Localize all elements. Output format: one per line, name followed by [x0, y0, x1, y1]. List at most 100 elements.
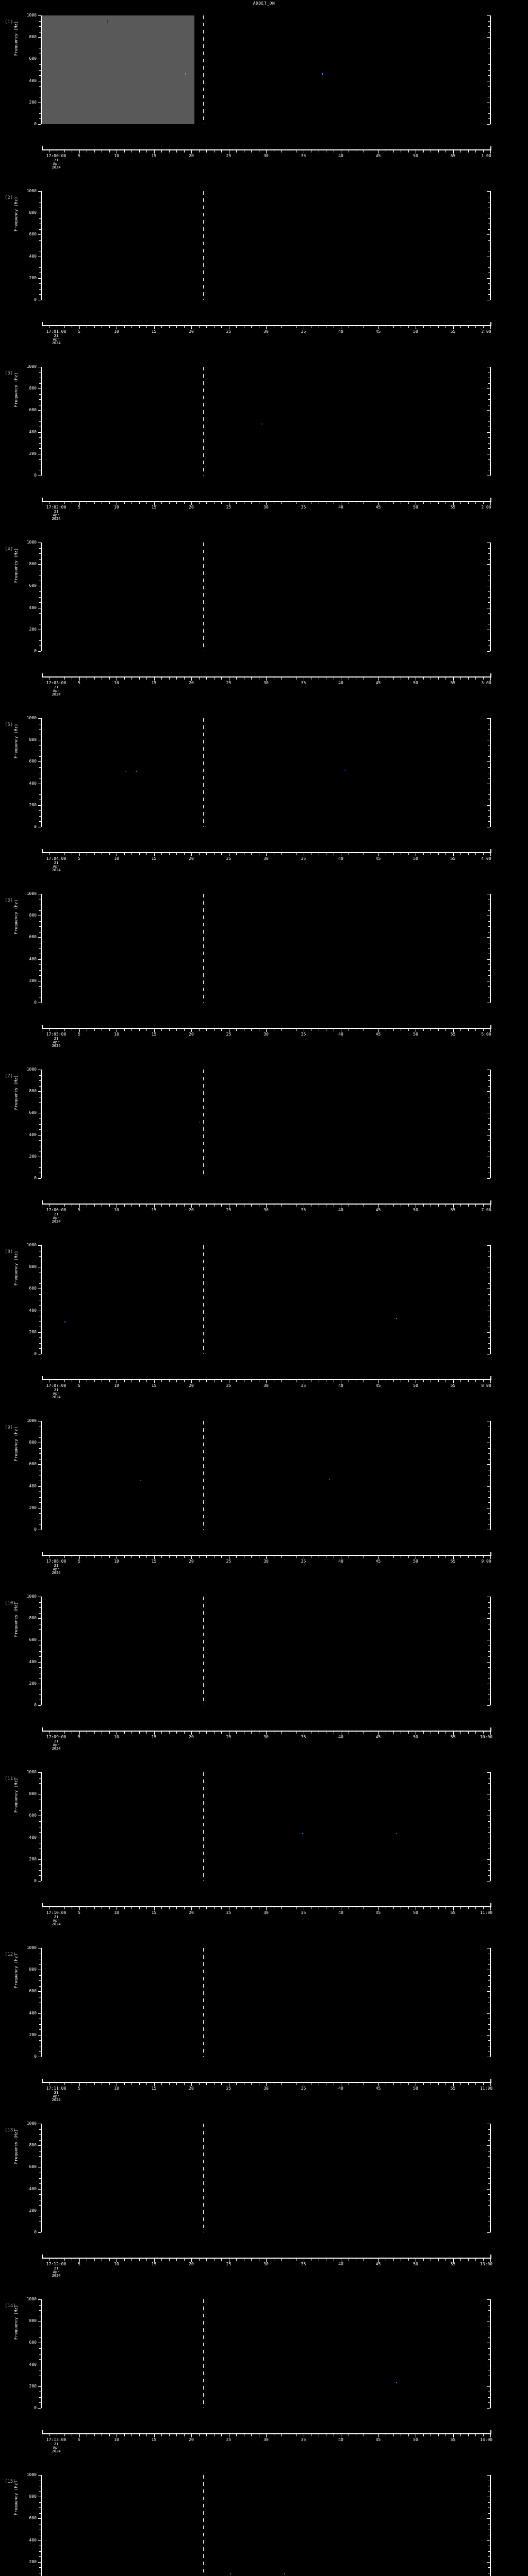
y-axis-tick: [39, 2194, 41, 2195]
y-axis-tick-right: [488, 1167, 490, 1168]
x-axis-tick: [64, 853, 65, 855]
x-axis-tick: [475, 1907, 476, 1909]
x-axis-end-label: 9:00: [481, 1559, 491, 1564]
x-axis-tick: [124, 1029, 125, 1031]
x-axis-tick: [64, 1029, 65, 1031]
x-axis-tick-label: 50: [413, 1910, 418, 1915]
x-axis-tick: [146, 1380, 147, 1382]
y-axis-tick: [39, 64, 41, 65]
y-axis-tick-right: [488, 437, 490, 438]
x-axis-tick: [131, 2434, 132, 2436]
y-axis-tick: [39, 1694, 41, 1695]
x-axis-cap-left: [42, 1552, 43, 1556]
y-axis-tick-right: [488, 1678, 490, 1679]
x-axis-tick: [453, 326, 454, 329]
x-axis-start-label: 17:05:00: [46, 1032, 67, 1037]
y-axis-spine-right: [490, 191, 491, 300]
y-axis-tick: [39, 970, 41, 971]
y-axis-tick-right: [488, 229, 490, 230]
date-line: 2024: [52, 2098, 61, 2102]
y-axis-tick-label: 200: [29, 451, 37, 456]
y-axis-tick-label: 800: [29, 210, 37, 215]
y-axis-tick-right: [488, 2502, 490, 2503]
x-axis-tick: [154, 1907, 155, 1910]
x-axis-tick: [236, 502, 237, 504]
y-axis-tick-right: [488, 289, 490, 290]
y-axis-tick-right: [487, 1772, 490, 1773]
x-axis-tick: [453, 1205, 454, 1208]
y-axis-tick: [39, 240, 41, 241]
plot-area: [42, 543, 490, 651]
y-axis-spine-right: [490, 15, 491, 124]
x-axis-end-label: 2:00: [481, 329, 491, 334]
y-axis-tick: [38, 959, 41, 960]
date-line: 21: [54, 1388, 59, 1392]
time-boundary-marker: [203, 367, 204, 476]
x-axis-tick: [169, 2259, 170, 2261]
y-axis-tick-right: [488, 2040, 490, 2041]
x-axis-tick: [408, 1380, 409, 1382]
x-axis-tick-label: 20: [189, 1383, 194, 1388]
x-axis-tick: [453, 2083, 454, 2086]
x-axis-tick: [109, 853, 110, 855]
x-axis-tick-label: 25: [226, 856, 232, 861]
x-axis-tick-label: 10: [114, 2437, 119, 2442]
y-axis-tick-right: [487, 2475, 490, 2476]
y-axis-spine-right: [490, 718, 491, 827]
y-axis-tick-label: 200: [29, 802, 37, 807]
x-axis-tick: [199, 677, 200, 680]
x-axis-tick: [206, 502, 207, 504]
y-axis-tick: [38, 2408, 41, 2409]
x-axis-tick: [109, 150, 110, 152]
x-axis-tick: [169, 326, 170, 328]
detection-marker: [344, 770, 346, 772]
y-axis-tick-right: [488, 383, 490, 384]
x-axis-tick: [483, 326, 484, 328]
y-axis-tick-label: 200: [29, 978, 37, 983]
x-axis-tick: [393, 1380, 394, 1382]
y-axis-tick: [39, 2051, 41, 2052]
x-axis-tick-label: 40: [338, 856, 343, 861]
y-axis-tick-label: 0: [34, 1351, 37, 1356]
plot-area: [42, 191, 490, 300]
y-axis-tick: [39, 756, 41, 757]
x-axis-tick: [490, 2259, 491, 2262]
y-axis-tick: [39, 1256, 41, 1257]
x-axis-tick: [176, 2259, 177, 2261]
x-axis-tick-label: 10: [114, 1383, 119, 1388]
y-axis-spine-left: [41, 1772, 42, 1881]
x-axis-date-label: 21 Apr 2024: [52, 1388, 61, 1399]
x-axis-tick: [438, 1907, 439, 1909]
x-axis-tick-label: 5: [78, 1383, 80, 1388]
y-axis-spine-left: [41, 2475, 42, 2576]
y-axis-tick-label: 0: [34, 2230, 37, 2234]
spectrogram-panel: (5) Frequency (Hz) 0 200 400 600 800 1000 17:04:…: [0, 709, 528, 885]
detection-marker: [136, 771, 137, 772]
x-axis-tick: [423, 1907, 424, 1909]
spectrogram-panel: (8) Frequency (Hz) 0 200 400 600 800 1000 17:07:…: [0, 1236, 528, 1412]
y-axis-tick: [38, 2562, 41, 2563]
x-axis-tick: [154, 1205, 155, 1208]
x-axis-end-label: 7:00: [481, 1208, 491, 1212]
x-axis-tick-label: 30: [263, 2262, 269, 2266]
x-axis-tick: [184, 502, 185, 504]
x-axis-tick: [490, 677, 491, 681]
x-axis-tick-label: 35: [301, 2437, 306, 2442]
x-axis-tick-label: 25: [226, 505, 232, 510]
x-axis-tick: [266, 502, 267, 505]
x-axis-cap-left: [42, 1200, 43, 1205]
x-axis-tick: [79, 2434, 80, 2437]
x-axis-tick-label: 10: [114, 2262, 119, 2266]
x-axis-tick: [266, 1907, 267, 1910]
y-axis-tick-right: [488, 448, 490, 449]
y-axis-tick: [39, 1667, 41, 1668]
x-axis-tick: [438, 853, 439, 855]
x-axis-tick: [94, 1556, 95, 1558]
x-axis-tick: [154, 150, 155, 154]
plot-area: [42, 1948, 490, 2057]
x-axis-cap-left: [42, 146, 43, 150]
x-axis-tick-label: 40: [338, 1383, 343, 1388]
x-axis-tick: [468, 150, 469, 152]
y-axis-tick: [38, 1134, 41, 1136]
x-axis-tick: [191, 2259, 192, 2262]
